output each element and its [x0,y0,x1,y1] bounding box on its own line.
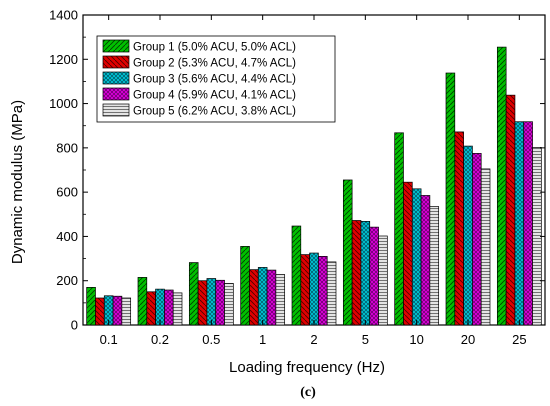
x-tick-label: 10 [409,332,423,347]
legend-label: Group 5 (6.2% ACU, 3.8% ACL) [133,106,296,118]
x-tick-label: 5 [362,332,369,347]
bar [206,278,217,326]
bar [240,246,250,326]
bar [188,262,199,326]
legend-label: Group 4 (5.9% ACU, 4.1% ACL) [133,90,296,102]
bar [291,225,302,326]
x-tick-label: 2 [310,332,317,347]
bar [197,280,208,326]
bar [155,288,165,326]
bar [300,254,310,326]
bar [411,188,422,326]
bar [86,287,96,326]
legend-label: Group 2 (5.3% ACU, 4.7% ACL) [133,58,296,70]
y-tick-label: 1200 [49,52,78,67]
x-tick-label: 0.1 [100,332,118,347]
bar [496,46,507,326]
bar [505,94,516,326]
bar [224,283,234,326]
legend-swatch [102,103,130,117]
bar [257,267,268,326]
legend-swatch [102,71,130,85]
bar [342,179,353,326]
legend-swatch [102,87,130,101]
bar [318,256,328,326]
bar [472,153,482,326]
bar [146,291,156,326]
figure-caption: (c) [300,385,316,400]
x-tick-label: 0.5 [202,332,220,347]
y-axis-title: Dynamic modulus (MPa) [9,100,26,264]
y-tick-label: 400 [56,229,78,244]
bar [326,261,337,326]
x-tick-label: 1 [259,332,266,347]
legend-swatch [102,39,130,53]
bar [137,277,148,326]
x-tick-label: 0.2 [151,332,169,347]
bar [215,279,225,326]
bar [454,131,464,326]
bar [463,145,473,326]
bar [445,72,456,326]
bar [378,235,388,326]
bar [523,121,533,326]
y-tick-label: 0 [71,318,78,333]
bar [514,121,525,326]
bar [403,181,413,326]
y-tick-label: 1400 [49,8,78,23]
bar [360,221,371,326]
bar [275,274,286,326]
bar [309,252,319,326]
y-tick-label: 200 [56,273,78,288]
bar [420,195,431,326]
legend-label: Group 1 (5.0% ACU, 5.0% ACL) [133,42,296,54]
x-tick-label: 20 [461,332,475,347]
bar [429,206,440,326]
y-tick-label: 600 [56,185,78,200]
bar [172,292,183,326]
y-tick-label: 1000 [49,96,78,111]
y-tick-label: 800 [56,140,78,155]
bar [121,297,132,326]
bar [249,269,259,326]
bar [369,226,379,326]
bar [112,295,123,326]
x-axis-title: Loading frequency (Hz) [229,359,385,376]
bar [95,297,105,326]
legend-box [96,35,336,123]
bar [394,132,404,326]
legend: Group 1 (5.0% ACU, 5.0% ACL) Group 2 (5.3… [96,35,336,123]
bar [480,168,491,326]
legend-swatch [102,55,130,69]
bar [266,269,277,326]
x-tick-label: 25 [512,332,526,347]
bar [164,289,174,326]
legend-label: Group 3 (5.6% ACU, 4.4% ACL) [133,74,296,86]
bar [351,220,362,326]
